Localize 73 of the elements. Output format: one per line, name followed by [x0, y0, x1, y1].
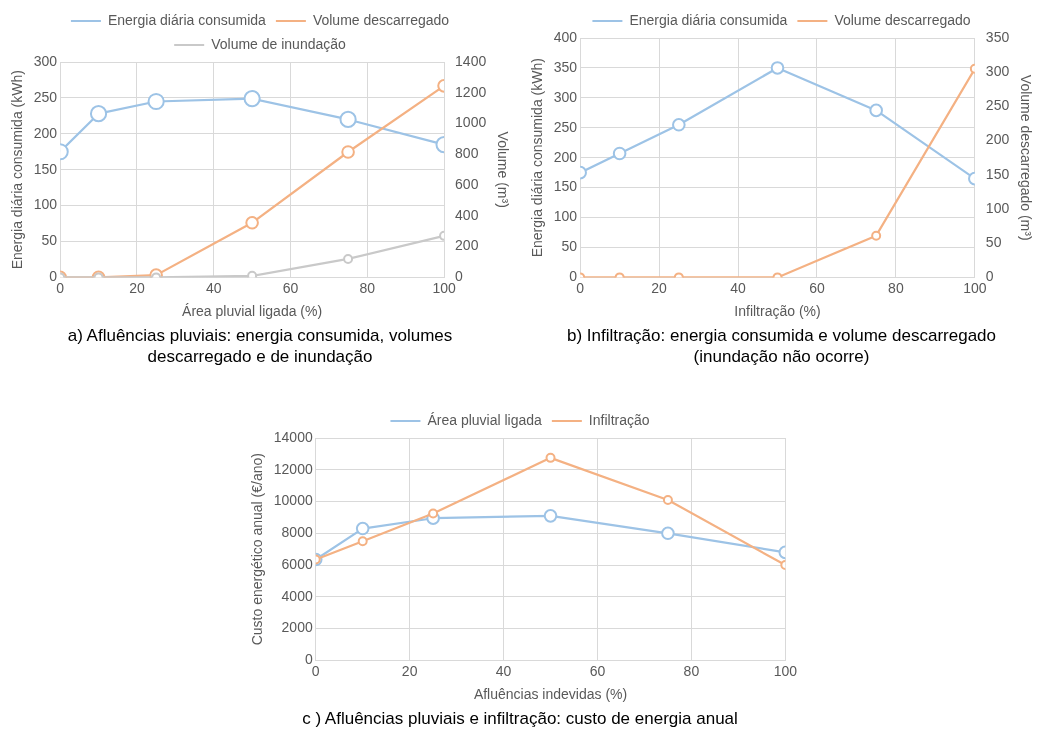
x-axis-title: Infiltração (%): [734, 303, 821, 320]
y-tick-label: 6000: [281, 555, 313, 572]
y-tick-label: 14000: [273, 428, 313, 445]
y2-tick-label: 350: [985, 28, 1010, 45]
legend-label: Área pluvial ligada: [427, 411, 543, 428]
y2-tick-label: 1200: [455, 83, 487, 100]
y-tick-label: 8000: [281, 524, 313, 541]
y-tick-label: 100: [33, 196, 58, 213]
legend-label: Volume descarregado: [312, 11, 450, 28]
x-axis-title: Área pluvial ligada (%): [182, 303, 323, 320]
x-tick-label: 20: [129, 279, 145, 296]
x-tick-label: 60: [589, 662, 606, 679]
y-axis-title: Energia diária consumida (kWh): [529, 58, 546, 258]
y2-tick-label: 100: [985, 199, 1010, 216]
legend-label: Infiltração: [588, 411, 650, 428]
y-tick-label: 300: [33, 52, 58, 69]
y-tick-label: 4000: [281, 587, 313, 604]
text: c ) Afluências pluviais e infiltração: custo de energia anual: [301, 708, 739, 729]
x-axis-title: Afluências indevidas (%): [473, 686, 628, 703]
y2-tick-label: 1000: [455, 114, 487, 131]
y-tick-label: 2000: [281, 619, 313, 636]
y-tick-label: 200: [33, 124, 58, 141]
y2-axis-title: Volume descarregado (m³): [1017, 74, 1034, 241]
y-tick-label: 0: [304, 651, 313, 668]
legend-label: Energia diária consumida: [629, 11, 788, 28]
legend-label: Volume descarregado: [834, 11, 971, 28]
x-tick-label: 40: [495, 662, 512, 679]
y2-tick-label: 800: [455, 145, 479, 162]
y-tick-label: 300: [553, 88, 578, 105]
y2-tick-label: 150: [985, 165, 1010, 182]
y-axis-title: Energia diária consumida (kWh): [9, 70, 26, 270]
y2-tick-label: 200: [455, 237, 479, 254]
x-tick-label: 80: [888, 279, 904, 296]
x-tick-label: 20: [401, 662, 418, 679]
y-tick-label: 50: [41, 232, 58, 249]
x-tick-label: 100: [773, 662, 798, 679]
y-tick-label: 0: [569, 268, 578, 285]
x-tick-label: 60: [809, 279, 825, 296]
y2-axis-title: Volume (m³): [494, 131, 511, 208]
y-tick-label: 0: [49, 268, 58, 285]
y-tick-label: 350: [553, 58, 578, 75]
y2-tick-label: 200: [985, 131, 1010, 148]
y-tick-label: 250: [33, 88, 58, 105]
y2-tick-label: 0: [985, 268, 994, 285]
y2-tick-label: 300: [985, 63, 1010, 80]
y-tick-label: 400: [553, 28, 578, 45]
y-tick-label: 10000: [273, 492, 313, 509]
y-axis-title: Custo energético anual (€/ano): [249, 453, 266, 646]
y-tick-label: 150: [553, 178, 578, 195]
x-tick-label: 20: [651, 279, 668, 296]
x-tick-label: 80: [359, 279, 376, 296]
legend-label: Volume de inundação: [211, 35, 347, 52]
y-tick-label: 100: [553, 208, 578, 225]
text: a) Afluências pluviais: energia consumida, volumes descarregado e de inundação: [66, 325, 454, 367]
y2-tick-label: 250: [985, 97, 1010, 114]
y-tick-label: 200: [553, 148, 578, 165]
x-tick-label: 100: [432, 279, 456, 296]
y2-tick-label: 1400: [455, 52, 487, 69]
x-tick-label: 40: [205, 279, 222, 296]
y-tick-label: 12000: [273, 460, 313, 477]
text: b) Infiltração: energia consumida e volume descarregado (inundação não ocorre): [566, 325, 997, 367]
x-tick-label: 80: [683, 662, 700, 679]
y-tick-label: 250: [553, 118, 578, 135]
x-tick-label: 60: [282, 279, 299, 296]
y2-tick-label: 50: [985, 234, 1002, 251]
y-tick-label: 150: [33, 160, 58, 177]
y2-tick-label: 400: [455, 206, 479, 223]
x-tick-label: 100: [963, 279, 987, 296]
x-tick-label: 40: [730, 279, 747, 296]
y2-tick-label: 600: [455, 175, 479, 192]
legend-label: Energia diária consumida: [107, 11, 267, 28]
y2-tick-label: 0: [455, 268, 464, 285]
y-tick-label: 50: [561, 238, 578, 255]
